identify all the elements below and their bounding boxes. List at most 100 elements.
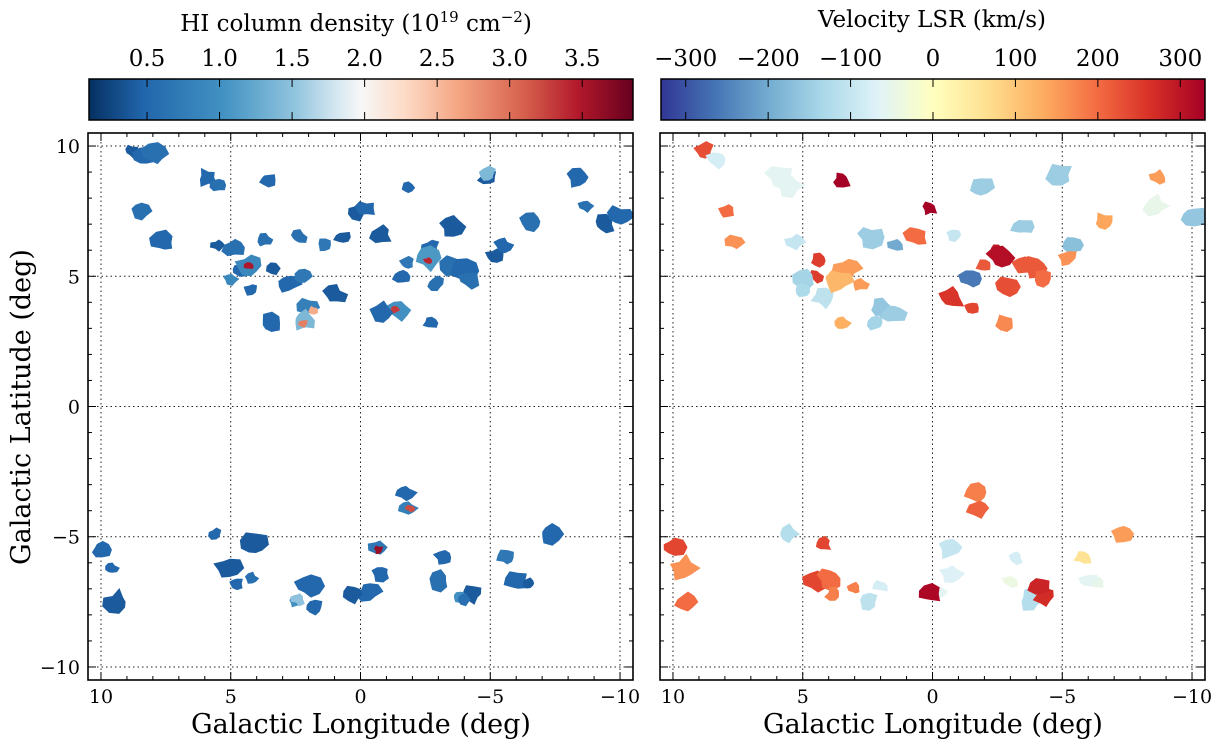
cloud-mark bbox=[853, 278, 870, 291]
x-tick-label: 5 bbox=[225, 686, 237, 708]
cloud-mark bbox=[963, 482, 987, 503]
cloud-mark bbox=[308, 305, 319, 315]
cloud-mark bbox=[322, 284, 349, 303]
cloud-mark bbox=[938, 285, 965, 307]
y-tick-label: −10 bbox=[40, 657, 80, 679]
cloud-mark bbox=[102, 588, 126, 614]
cloud-mark bbox=[939, 565, 966, 584]
cloud-mark bbox=[333, 231, 351, 243]
cloud-mark bbox=[458, 592, 471, 607]
cloud-mark bbox=[243, 284, 258, 296]
cloud-mark bbox=[846, 581, 860, 594]
cloud-mark bbox=[1095, 212, 1113, 230]
cloud-mark bbox=[422, 316, 439, 328]
y-axis-title: Galactic Latitude (deg) bbox=[6, 249, 37, 565]
colorbar-tick-label: 200 bbox=[1076, 46, 1120, 72]
x-tick-label: −10 bbox=[600, 686, 640, 708]
cloud-mark bbox=[886, 239, 904, 251]
x-tick-label: −5 bbox=[1048, 686, 1076, 708]
cloud-mark bbox=[606, 205, 633, 225]
colorbar-tick-label: 3.0 bbox=[491, 46, 528, 72]
cloud-mark bbox=[777, 173, 806, 199]
cloud-mark bbox=[1180, 207, 1205, 227]
cloud-mark bbox=[213, 558, 245, 578]
colorbar-tick-label: −100 bbox=[819, 46, 882, 72]
cloud-mark bbox=[91, 540, 112, 558]
cloud-mark bbox=[946, 229, 962, 243]
cloud-mark bbox=[669, 553, 701, 581]
cloud-mark bbox=[306, 599, 323, 616]
colorbar-tick-label: 0.5 bbox=[129, 46, 166, 72]
cloud-mark bbox=[522, 577, 535, 589]
cloud-mark bbox=[834, 316, 852, 329]
cloud-mark bbox=[780, 523, 801, 544]
cloud-mark bbox=[902, 227, 927, 245]
cloud-mark bbox=[724, 234, 746, 250]
cloud-mark bbox=[262, 311, 281, 333]
cloud-mark bbox=[503, 571, 527, 589]
cloud-mark bbox=[290, 228, 308, 243]
cloud-mark bbox=[391, 269, 411, 283]
cloud-mark bbox=[221, 238, 245, 257]
cloud-mark bbox=[496, 549, 514, 565]
panel-velocity: 10 5 0 −5 −10 bbox=[659, 132, 1212, 708]
x-axis-title-left: Galactic Longitude (deg) bbox=[191, 709, 531, 740]
cloud-mark bbox=[422, 257, 433, 264]
cloud-mark bbox=[1142, 193, 1171, 217]
cloud-mark bbox=[866, 315, 883, 331]
cloud-mark bbox=[1027, 578, 1050, 595]
x-tick-label: 10 bbox=[661, 686, 685, 708]
cloud-mark bbox=[439, 215, 467, 237]
cloud-mark bbox=[1045, 163, 1073, 186]
x-tick-label: 5 bbox=[797, 686, 809, 708]
y-tick-label: −5 bbox=[52, 527, 80, 549]
cloud-mark bbox=[577, 200, 595, 213]
colorbar-tick-label: 100 bbox=[993, 46, 1037, 72]
cloud-mark bbox=[879, 305, 908, 322]
cloud-mark bbox=[131, 202, 153, 221]
cloud-mark bbox=[1062, 237, 1084, 253]
cloud-mark bbox=[209, 178, 227, 192]
cloud-mark bbox=[294, 268, 313, 283]
cloud-mark bbox=[478, 165, 497, 181]
cloud-mark bbox=[975, 259, 991, 271]
cloud-mark bbox=[222, 273, 240, 286]
cloud-mark bbox=[1110, 525, 1135, 543]
cloud-mark bbox=[298, 320, 308, 329]
cloud-mark bbox=[1034, 269, 1051, 288]
cloud-mark bbox=[825, 270, 855, 294]
cloud-mark bbox=[795, 283, 811, 298]
cloud-mark bbox=[995, 314, 1013, 333]
cloud-mark bbox=[244, 571, 260, 584]
x-axis-title-right: Galactic Longitude (deg) bbox=[763, 709, 1103, 740]
y-tick-label: 5 bbox=[68, 266, 80, 288]
x-tick-label: −5 bbox=[476, 686, 504, 708]
cloud-mark bbox=[824, 586, 840, 601]
cloud-mark bbox=[394, 485, 418, 502]
colorbar-tick-label: −300 bbox=[654, 46, 717, 72]
cloud-mark bbox=[674, 591, 699, 612]
cloud-mark bbox=[140, 142, 170, 165]
cloud-mark bbox=[1090, 576, 1104, 588]
cloud-mark bbox=[369, 224, 392, 244]
colorbar-tick-label: 1.5 bbox=[274, 46, 311, 72]
cloud-mark bbox=[229, 578, 243, 591]
cloud-mark bbox=[1032, 588, 1054, 607]
cloud-mark bbox=[209, 239, 225, 252]
x-tick-label: 0 bbox=[926, 686, 938, 708]
cloud-mark bbox=[373, 545, 384, 555]
colorbar-tick-label: 0 bbox=[926, 46, 941, 72]
cloud-mark bbox=[718, 204, 735, 218]
cloud-mark bbox=[1008, 551, 1023, 566]
cloud-mark bbox=[985, 245, 1016, 268]
cloud-mark bbox=[149, 229, 173, 250]
cloud-mark bbox=[105, 562, 120, 573]
cloud-mark bbox=[965, 500, 990, 519]
cloud-mark bbox=[265, 262, 281, 276]
cloud-mark bbox=[369, 300, 394, 323]
cloud-mark bbox=[208, 527, 222, 540]
cloud-mark bbox=[810, 287, 834, 310]
x-tick-label: −10 bbox=[1172, 686, 1212, 708]
cloud-mark bbox=[519, 212, 541, 233]
cloud-mark bbox=[259, 174, 276, 188]
